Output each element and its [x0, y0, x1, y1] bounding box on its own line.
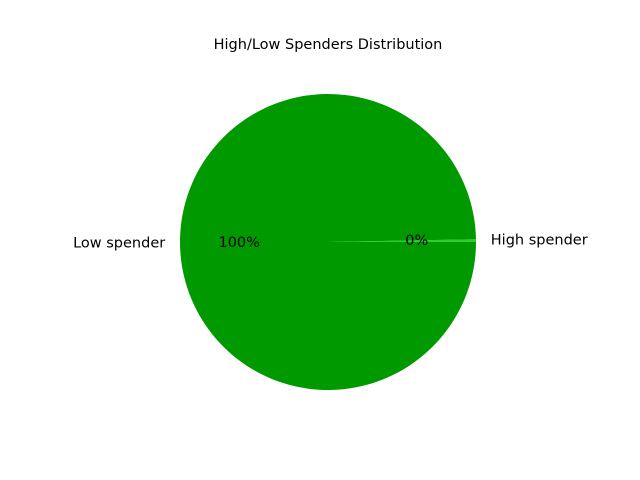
- slice-percent-low-spender: 100%: [218, 235, 259, 251]
- chart-title: High/Low Spenders Distribution: [214, 37, 443, 53]
- pie-slices: [180, 94, 477, 391]
- slice-percent-high-spender: 0%: [405, 233, 428, 249]
- slice-label-high-spender: High spender: [491, 232, 588, 248]
- pie-slice-low-spender: [180, 94, 477, 391]
- slice-label-low-spender: Low spender: [73, 236, 165, 252]
- pie-labels: High spender 0% Low spender 100%: [73, 232, 588, 251]
- pie-slice-high-spender: [328, 239, 476, 242]
